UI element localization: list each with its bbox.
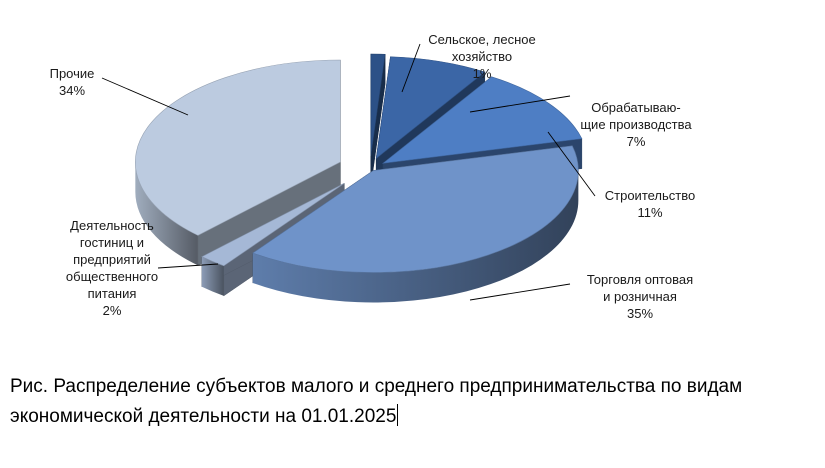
slice-outer-wall <box>135 162 198 266</box>
leader-line <box>469 95 571 113</box>
leader-lines <box>101 43 596 301</box>
pie-slice-4 <box>252 145 579 273</box>
leader-line <box>547 131 596 197</box>
data-label-1: Сельское, лесное хозяйство 1% <box>428 32 536 81</box>
data-label-2: Обрабатываю-щие производства 7% <box>580 100 692 149</box>
leader-line <box>401 43 421 93</box>
leader-line <box>101 77 189 116</box>
pie-slice-1 <box>370 53 386 157</box>
pie-chart: Сельское, лесное хозяйство 1% Обрабатываю-щ… <box>50 32 696 321</box>
pie-slice-2 <box>375 56 486 160</box>
caption-line-2: экономической деятельности на 01.01.2025 <box>10 406 397 427</box>
slice-outer-wall <box>201 256 224 296</box>
data-label-6: Прочие 34% <box>50 66 95 98</box>
pie-slice-6 <box>135 59 341 236</box>
slice-outer-wall <box>252 170 579 303</box>
leader-line <box>469 283 571 301</box>
caption-line-1: Рис. Распределение субъектов малого и ср… <box>10 376 743 397</box>
text-cursor <box>397 404 399 426</box>
figure-caption: Рис. Распределение субъектов малого и ср… <box>10 372 822 432</box>
data-label-4: Торговля оптовая и розничная 35% <box>587 272 693 321</box>
pie-tops <box>135 53 583 273</box>
leader-line <box>157 263 219 269</box>
pie-slice-5 <box>201 183 345 267</box>
data-label-3: Строительство 11% <box>605 188 695 220</box>
pie-slice-3 <box>381 76 583 164</box>
data-label-5: Деятельность гостиниц и предприятий обществ… <box>66 218 158 318</box>
data-labels: Сельское, лесное хозяйство 1% Обрабатываю-щ… <box>50 32 696 321</box>
